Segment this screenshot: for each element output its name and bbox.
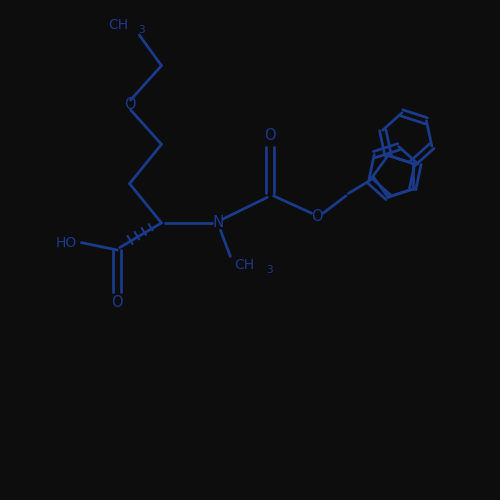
Text: N: N — [212, 216, 224, 230]
Text: O: O — [124, 98, 136, 112]
Text: O: O — [112, 295, 123, 310]
Text: 3: 3 — [266, 264, 273, 274]
Text: 3: 3 — [138, 25, 144, 35]
Text: CH: CH — [234, 258, 254, 272]
Text: O: O — [312, 209, 323, 224]
Text: HO: HO — [56, 236, 77, 250]
Text: O: O — [264, 128, 276, 144]
Text: CH: CH — [108, 18, 129, 32]
